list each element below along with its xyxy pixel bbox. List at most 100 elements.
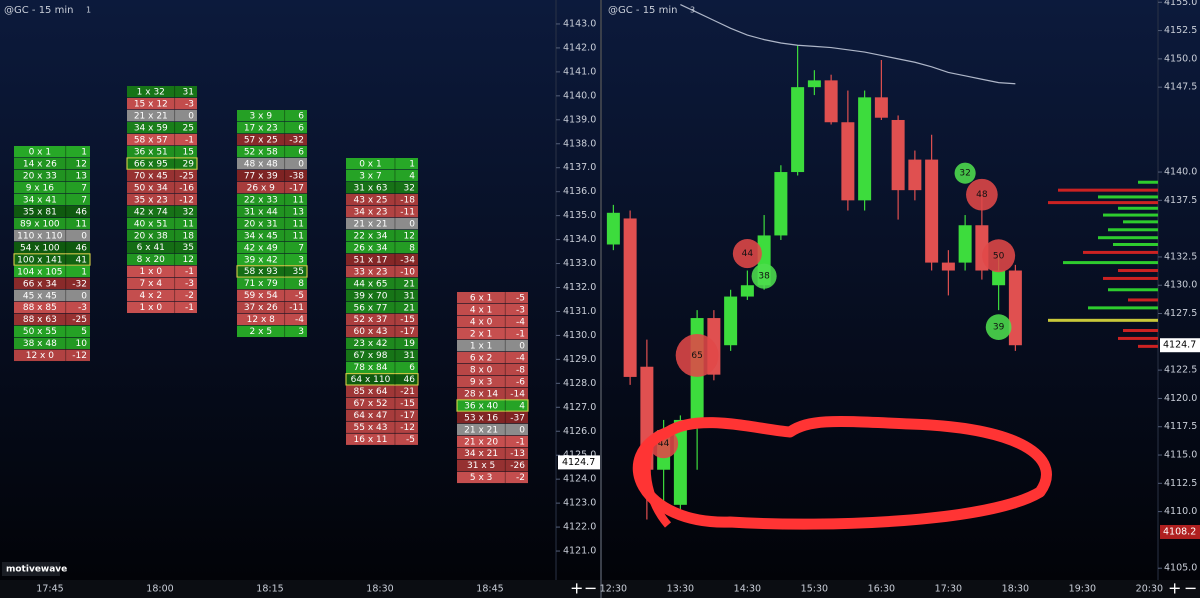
- cell: [457, 351, 528, 364]
- cell-delta: 10: [76, 339, 88, 349]
- volume-bar: [1128, 298, 1158, 302]
- cell: [456, 399, 529, 412]
- footprint-column: 3 x 9 6 17 x 23 6 57 x 25 -32 52 x 58 6 48 x 48 0…: [236, 110, 308, 337]
- cell: [127, 145, 197, 158]
- cell-label: 31 x 5: [467, 461, 495, 471]
- footprint-column: 1 x 32 31 15 x 12 -3 21 x 21 0 34 x 59 25 58 x 5…: [126, 86, 198, 313]
- cell-delta: 32: [183, 207, 194, 217]
- cell-delta: -2: [516, 473, 525, 483]
- bubble: [985, 314, 1012, 340]
- y-tick-label: 4137.5: [1164, 195, 1197, 206]
- cell: [14, 313, 90, 326]
- cell: [346, 421, 418, 433]
- cell: [346, 289, 418, 302]
- candle-body: [941, 262, 955, 271]
- cell-delta: 8: [409, 243, 415, 253]
- cell-label: 20 x 31: [244, 219, 278, 229]
- cell: [457, 435, 528, 448]
- volume-bar: [1113, 242, 1158, 246]
- cell: [237, 110, 307, 122]
- y-tick-label: 4142.0: [563, 42, 596, 53]
- volume-bar: [1123, 329, 1158, 333]
- cell: [13, 253, 91, 266]
- x-tick-label: 18:30: [366, 584, 393, 595]
- right-title[interactable]: @GC - 15 min: [608, 5, 677, 16]
- cell: [237, 217, 307, 230]
- cell-label: 31 x 63: [354, 183, 388, 193]
- cell-delta: -18: [400, 195, 415, 205]
- cell-delta: 29: [183, 159, 195, 169]
- cell: [237, 181, 307, 194]
- cell-delta: -14: [510, 389, 525, 399]
- cell: [127, 97, 197, 110]
- cell-label: 36 x 51: [134, 147, 168, 157]
- volume-bar: [1098, 195, 1158, 199]
- x-tick-label: 16:30: [868, 584, 895, 595]
- left-title[interactable]: @GC - 15 min: [4, 5, 73, 16]
- cell-delta: -1: [185, 135, 194, 145]
- volume-bar: [1103, 276, 1158, 280]
- cell: [457, 292, 528, 304]
- cell-delta: -32: [72, 279, 87, 289]
- cell-delta: 6: [298, 147, 304, 157]
- cell: [127, 181, 197, 194]
- zoom-in[interactable]: +: [1168, 579, 1181, 598]
- zoom-in[interactable]: +: [570, 579, 583, 598]
- y-tick-label: 4137.0: [563, 162, 596, 173]
- cell-label: 8 x 20: [137, 255, 166, 265]
- cell-delta: 11: [183, 219, 194, 229]
- y-tick-label: 4122.0: [563, 522, 596, 533]
- cell: [237, 205, 307, 218]
- cell: [127, 193, 197, 206]
- cell-label: 36 x 40: [464, 401, 498, 411]
- cell-label: 0 x 1: [359, 159, 382, 169]
- cell-label: 59 x 54: [244, 291, 278, 301]
- cell: [346, 241, 418, 254]
- cell: [457, 375, 528, 388]
- cell-label: 39 x 42: [244, 255, 278, 265]
- cell-delta: 21: [404, 279, 415, 289]
- cell-delta: 0: [409, 219, 415, 229]
- cell-delta: -1: [185, 267, 194, 277]
- cell: [346, 337, 418, 350]
- price-tag-label: 4108.2: [1163, 526, 1196, 537]
- cell-delta: -10: [400, 267, 415, 277]
- cell-delta: 5: [81, 327, 87, 337]
- cell: [457, 327, 528, 340]
- cell: [14, 193, 90, 206]
- cell-label: 39 x 70: [354, 291, 388, 301]
- cell-label: 67 x 52: [354, 399, 388, 409]
- zoom-out[interactable]: −: [1184, 579, 1197, 598]
- cell-label: 34 x 59: [134, 123, 168, 133]
- cell-label: 7 x 4: [140, 279, 163, 289]
- cell-label: 2 x 5: [250, 327, 273, 337]
- cell: [346, 193, 418, 206]
- cell-label: 104 x 105: [17, 267, 62, 277]
- cell-label: 6 x 41: [137, 243, 165, 253]
- cell-delta: 35: [293, 267, 304, 277]
- cell-delta: -11: [400, 207, 415, 217]
- y-tick-label: 4140.0: [563, 90, 596, 101]
- cell-delta: 7: [298, 243, 304, 253]
- cell-label: 43 x 25: [354, 195, 388, 205]
- cell: [457, 387, 528, 400]
- price-tag-label: 4124.7: [1163, 340, 1196, 351]
- cell: [127, 86, 197, 98]
- cell-delta: -17: [400, 411, 415, 421]
- y-tick-label: 4131.0: [563, 306, 596, 317]
- cell-label: 3 x 9: [250, 111, 273, 121]
- cell: [127, 289, 197, 302]
- cell-label: 26 x 9: [247, 183, 276, 193]
- price-tag-label: 4124.7: [562, 457, 595, 468]
- cell-delta: 11: [293, 219, 304, 229]
- cell: [346, 217, 418, 230]
- zoom-out[interactable]: −: [584, 579, 597, 598]
- cell-label: 64 x 47: [354, 411, 388, 421]
- x-tick-label: 18:30: [1002, 584, 1029, 595]
- cell-delta: -25: [179, 171, 194, 181]
- candle-body: [791, 87, 805, 173]
- cell-label: 15 x 12: [134, 99, 168, 109]
- moving-average: [680, 3, 1016, 85]
- y-tick-label: 4130.0: [1164, 280, 1197, 291]
